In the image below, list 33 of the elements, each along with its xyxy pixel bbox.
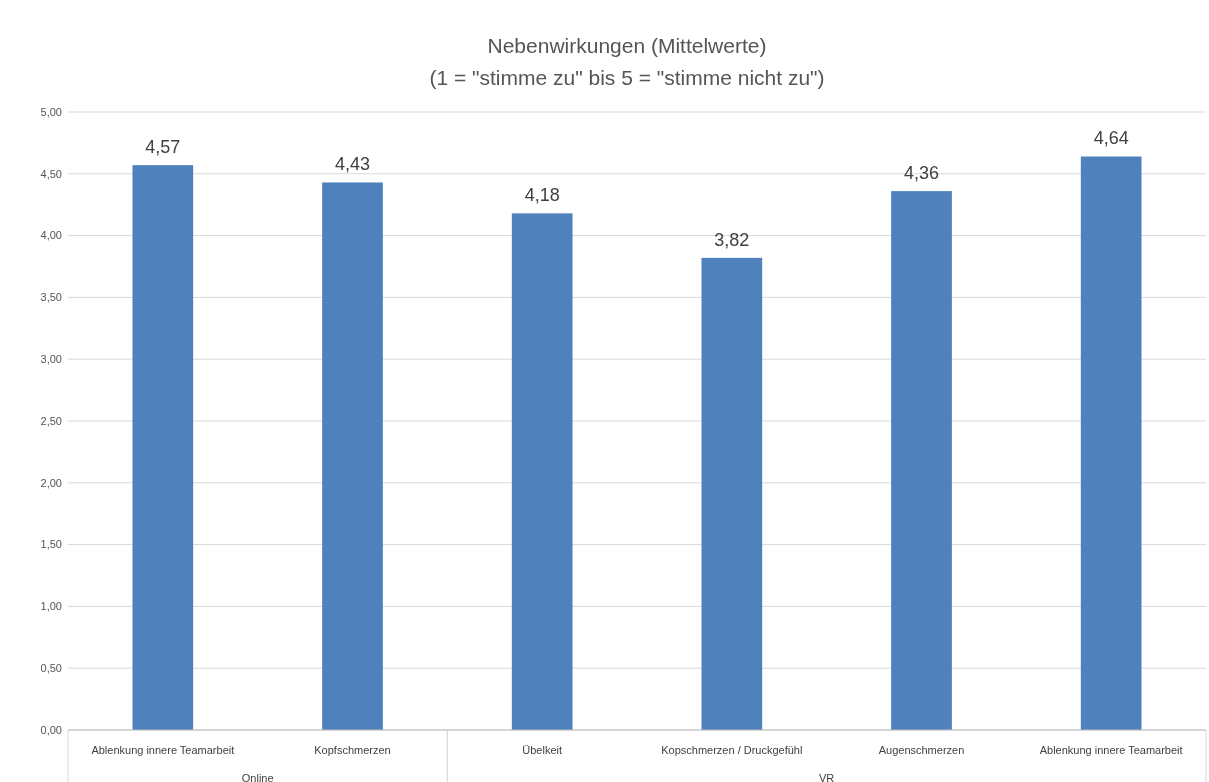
text: VR [819,772,835,782]
bar [701,257,763,730]
x-tick-label: Kopschmerzen / Druckgefühl [661,744,803,756]
x-tick-label: Übelkeit [522,744,563,756]
y-tick-label: 1,50 [40,538,62,551]
y-tick-label: 0,50 [40,662,62,675]
chart-title: Nebenwirkungen (Mittelwerte) [487,34,767,57]
x-tick-label: Ablenkung innere Teamarbeit [1039,744,1183,756]
y-tick-label: 3,50 [40,291,62,304]
data-label: 4,43 [334,154,371,175]
text: Online [241,772,274,782]
bar [891,191,952,730]
bar [132,165,194,730]
chart-subtitle: (1 = "stimme zu" bis 5 = "stimme nicht zu") [429,66,825,89]
bar [511,213,573,730]
x-tick-label: Augenschmerzen [878,744,965,756]
data-label: 4,64 [1093,128,1129,149]
bar [322,182,383,730]
bar [1080,156,1142,730]
x-tick-label: Kopfschmerzen [314,744,391,756]
data-label: 3,82 [714,229,750,250]
y-tick-label: 2,00 [40,476,62,489]
y-tick-label: 4,00 [40,229,62,242]
data-label: 4,18 [524,185,560,206]
data-label: 4,36 [903,163,940,184]
x-tick-label: Ablenkung innere Teamarbeit [91,744,235,756]
y-tick-label: 4,50 [40,167,62,180]
data-label: 4,57 [145,137,181,158]
y-tick-label: 1,00 [40,600,62,613]
y-tick-label: 5,00 [40,105,62,118]
y-tick-label: 2,50 [40,414,62,427]
y-tick-label: 0,00 [40,723,62,736]
y-tick-label: 3,00 [40,353,62,366]
